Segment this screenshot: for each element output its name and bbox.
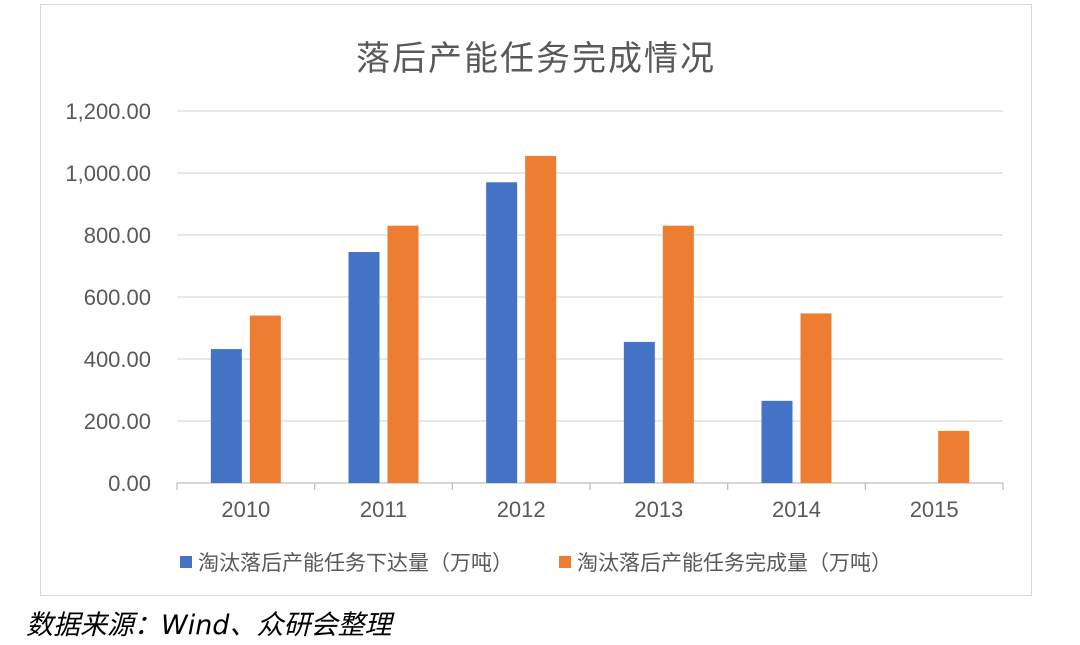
bar-completed-2012 bbox=[525, 155, 557, 483]
legend-swatch-completed bbox=[559, 556, 571, 568]
bar-completed-2015 bbox=[938, 430, 970, 483]
y-tick-label: 800.00 bbox=[84, 223, 151, 248]
bar-dispatched-2012 bbox=[486, 182, 518, 484]
bars bbox=[210, 155, 970, 484]
y-tick-label: 600.00 bbox=[84, 285, 151, 310]
bar-dispatched-2010 bbox=[210, 349, 242, 483]
x-tick-label: 2013 bbox=[634, 497, 683, 522]
legend-label-dispatched: 淘汰落后产能任务下达量（万吨） bbox=[198, 551, 513, 575]
y-tick-label: 1,000.00 bbox=[65, 161, 151, 186]
x-tick-label: 2011 bbox=[360, 497, 407, 522]
bar-chart-plot: 0.00 200.00 400.00 600.00 800.00 1,000.00 1,20… bbox=[65, 99, 1004, 522]
legend-item-completed: 淘汰落后产能任务完成量（万吨） bbox=[559, 547, 892, 577]
x-axis-ticks: 2010 2011 2012 2013 2014 2015 bbox=[221, 497, 958, 522]
bar-completed-2014 bbox=[800, 313, 832, 483]
y-tick-label: 0.00 bbox=[108, 471, 151, 496]
x-tick-label: 2015 bbox=[910, 497, 959, 522]
source-note: 数据来源：Wind、众研会整理 bbox=[26, 610, 392, 641]
chart-frame: 落后产能任务完成情况 0.00 200.00 400.00 600.00 800.00 1… bbox=[40, 4, 1032, 596]
bar-completed-2013 bbox=[662, 225, 694, 483]
x-tick-label: 2012 bbox=[497, 497, 546, 522]
legend-swatch-dispatched bbox=[180, 556, 192, 568]
bar-dispatched-2011 bbox=[348, 252, 380, 483]
gridlines bbox=[176, 110, 1004, 490]
legend: 淘汰落后产能任务下达量（万吨） 淘汰落后产能任务完成量（万吨） bbox=[41, 547, 1031, 577]
x-tick-label: 2014 bbox=[772, 497, 821, 522]
x-tick-label: 2010 bbox=[221, 497, 270, 522]
y-tick-label: 200.00 bbox=[84, 409, 151, 434]
chart-title: 落后产能任务完成情况 bbox=[356, 39, 716, 79]
y-tick-label: 400.00 bbox=[84, 347, 151, 372]
bar-dispatched-2014 bbox=[761, 400, 793, 483]
legend-label-completed: 淘汰落后产能任务完成量（万吨） bbox=[577, 551, 892, 575]
y-axis-ticks: 0.00 200.00 400.00 600.00 800.00 1,000.00 1,20… bbox=[65, 99, 151, 496]
bar-completed-2011 bbox=[387, 225, 419, 483]
y-tick-label: 1,200.00 bbox=[65, 99, 151, 124]
legend-item-dispatched: 淘汰落后产能任务下达量（万吨） bbox=[180, 547, 513, 577]
bar-completed-2010 bbox=[249, 315, 281, 483]
bar-dispatched-2013 bbox=[623, 341, 655, 483]
